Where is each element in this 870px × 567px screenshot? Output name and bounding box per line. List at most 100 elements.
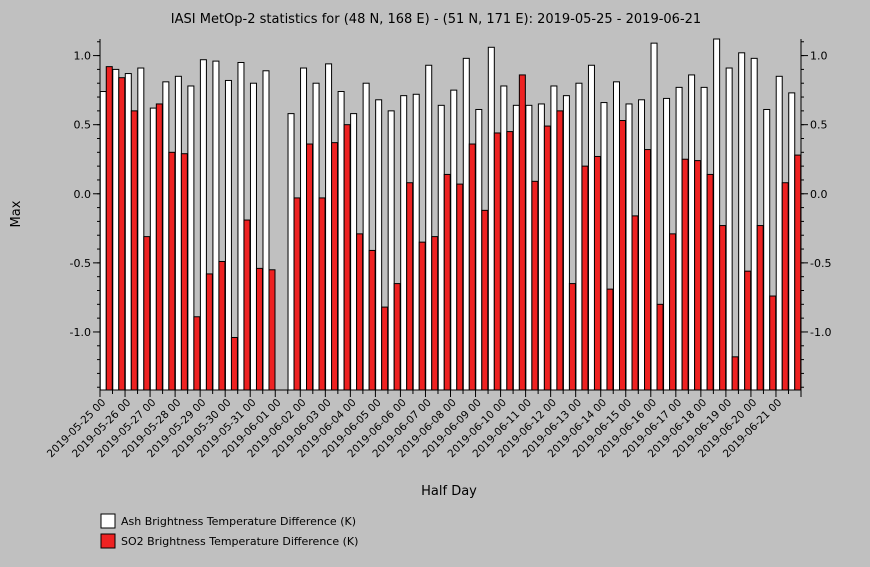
so2-bar [731, 356, 739, 391]
ash-bar [688, 74, 696, 391]
legend: Ash Brightness Temperature Difference (K… [100, 513, 358, 549]
so2-bar [105, 66, 113, 391]
so2-bar [669, 233, 677, 391]
ash-bar [312, 82, 320, 391]
so2-bar [255, 267, 263, 391]
ash-bar [487, 46, 495, 391]
so2-bar [418, 241, 426, 391]
so2-bar [218, 260, 226, 391]
so2-bar [381, 306, 389, 391]
ash-bar [112, 68, 120, 391]
so2-bar [593, 155, 601, 391]
ash-bar [537, 103, 545, 391]
ash-bar [462, 57, 470, 391]
y-tick-label-right: 0.0 [810, 188, 828, 201]
y-tick-label-right: 0.5 [810, 119, 828, 132]
so2-bar [606, 288, 614, 391]
ash-bar [550, 85, 558, 391]
legend-swatch-so2 [100, 533, 116, 549]
ash-bar [174, 75, 182, 391]
so2-bar [656, 303, 664, 391]
so2-bar [781, 182, 789, 391]
ash-bar [713, 38, 721, 391]
so2-bar [193, 316, 201, 391]
so2-bar [644, 149, 652, 391]
so2-bar [681, 158, 689, 391]
so2-bar [331, 142, 339, 391]
so2-bar [230, 336, 238, 391]
ash-bar [575, 82, 583, 391]
ash-bar [362, 82, 370, 391]
ash-bar [437, 104, 445, 391]
so2-bar [130, 110, 138, 391]
ash-bar [700, 86, 708, 391]
so2-bar [493, 132, 501, 391]
y-tick-label-right: -1.0 [810, 326, 831, 339]
so2-bar [406, 182, 414, 391]
ash-bar [738, 52, 746, 391]
so2-bar [318, 197, 326, 391]
so2-bar [618, 120, 626, 391]
so2-bar [205, 273, 213, 391]
ash-bar [212, 60, 220, 391]
x-axis-label: Half Day [421, 484, 477, 499]
ash-bar [187, 85, 195, 391]
ash-bar [249, 82, 257, 391]
ash-bar [587, 64, 595, 391]
so2-bar [118, 77, 126, 391]
ash-bar [775, 75, 783, 391]
ash-bar [562, 95, 570, 391]
ash-bar [224, 79, 232, 391]
ash-bar [638, 99, 646, 391]
so2-bar [794, 154, 802, 391]
so2-bar [531, 180, 539, 391]
legend-label-ash: Ash Brightness Temperature Difference (K… [121, 515, 356, 528]
so2-bar [243, 219, 251, 391]
y-tick-label-left: -1.0 [70, 326, 91, 339]
so2-bar [155, 103, 163, 391]
legend-label-so2: SO2 Brightness Temperature Difference (K… [121, 535, 358, 548]
ash-bar [137, 67, 145, 391]
ash-bar [124, 73, 132, 391]
so2-bar [631, 215, 639, 391]
so2-bar [744, 270, 752, 391]
ash-bar [600, 102, 608, 391]
so2-bar [481, 209, 489, 391]
y-tick-label-right: -0.5 [810, 257, 831, 270]
chart-title: IASI MetOp-2 statistics for (48 N, 168 E… [171, 12, 701, 27]
ash-bar [750, 57, 758, 391]
ash-bar [763, 108, 771, 391]
ash-bar [149, 107, 157, 391]
so2-bar [393, 283, 401, 391]
so2-bar [143, 236, 151, 391]
so2-bar [506, 131, 514, 391]
ash-bar [325, 63, 333, 391]
y-tick-label-left: 0.5 [74, 119, 92, 132]
ash-bar [675, 86, 683, 391]
so2-bar [706, 173, 714, 391]
y-tick-label-right: 1.0 [810, 50, 828, 63]
ash-bar [287, 113, 295, 391]
ash-bar [199, 59, 207, 391]
ash-bar [99, 91, 107, 391]
so2-bar [769, 295, 777, 391]
ash-bar [412, 93, 420, 391]
so2-bar [343, 124, 351, 391]
ash-bar [350, 113, 358, 391]
ash-bar [450, 89, 458, 391]
ash-bar [262, 70, 270, 391]
so2-bar [443, 173, 451, 391]
ash-bar [400, 95, 408, 391]
y-tick-label-left: -0.5 [70, 257, 91, 270]
ash-bar [425, 64, 433, 391]
ash-bar [500, 85, 508, 391]
ash-bar [725, 67, 733, 391]
ash-bar [375, 99, 383, 391]
so2-bar [180, 153, 188, 391]
ash-bar [337, 91, 345, 391]
y-axis-label: Max [9, 200, 24, 227]
so2-bar [518, 74, 526, 391]
ash-bar [650, 42, 658, 391]
